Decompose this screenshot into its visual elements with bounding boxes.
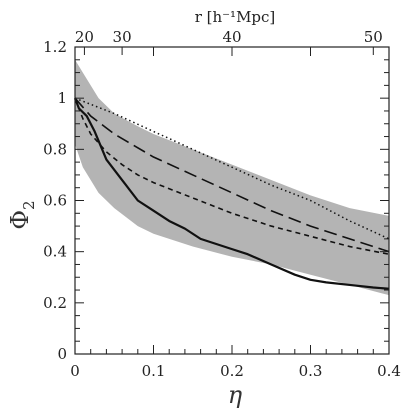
ticks-layer: 0 0.1 0.2 0.3 0.4 0 0.2 0.4 0.6 0.8 1 1.2 20 30 40 50 — [43, 28, 401, 380]
series-line-longdash — [74, 97, 390, 253]
top-tick-label: 30 — [113, 28, 132, 46]
top-tick-label: 40 — [222, 28, 241, 46]
error-band — [75, 59, 389, 296]
error-band-layer — [75, 59, 389, 296]
x-tick-label: 0.2 — [220, 362, 244, 380]
y-tick-label: 0 — [57, 345, 67, 363]
y-axis-label: Φ2 — [6, 200, 38, 229]
series-layer — [73, 97, 390, 290]
y-tick-label: 0.4 — [43, 243, 67, 261]
x-axis-label: η — [228, 381, 243, 409]
top-tick-label: 50 — [364, 28, 383, 46]
x-tick-label: 0.4 — [377, 362, 401, 380]
x-tick-label: 0.3 — [299, 362, 323, 380]
series-line-shortdash — [74, 97, 390, 256]
top-axis-label: r [h⁻¹Mpc] — [195, 8, 276, 26]
y-tick-label: 1 — [57, 89, 67, 107]
y-axis-label-subscript: 2 — [20, 200, 38, 210]
y-tick-label: 0.6 — [43, 192, 67, 210]
top-tick-label: 20 — [75, 28, 94, 46]
y-tick-label: 0.2 — [43, 294, 67, 312]
x-tick-label: 0 — [70, 362, 80, 380]
x-tick-label: 0.1 — [142, 362, 166, 380]
y-axis-label-main: Φ — [6, 210, 34, 230]
series-line-solid — [73, 97, 390, 290]
y-axis-label-group: Φ2 — [6, 200, 38, 229]
series-line-dotted — [74, 97, 390, 240]
y-tick-label: 1.2 — [43, 38, 67, 56]
y-tick-label: 0.8 — [43, 140, 67, 158]
